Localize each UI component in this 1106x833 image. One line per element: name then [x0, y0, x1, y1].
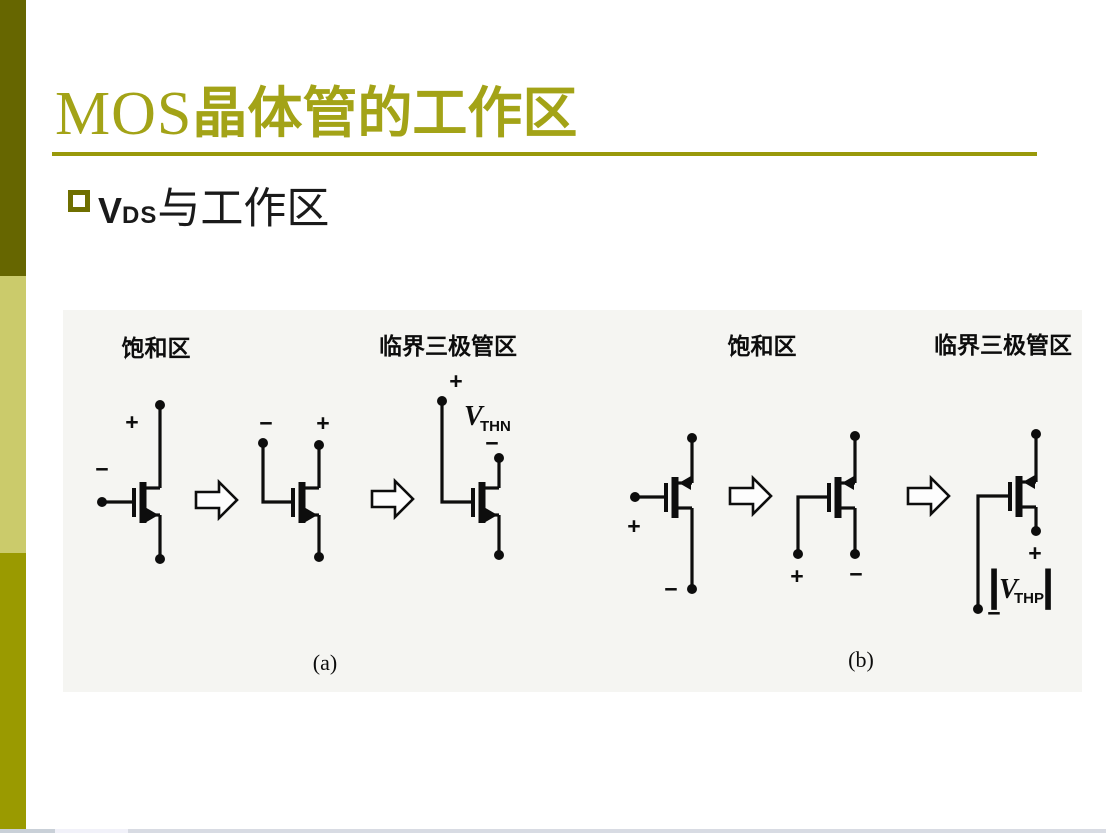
terminal-dot: [687, 584, 697, 594]
bullet-item: VDS与工作区: [98, 174, 329, 236]
terminal-dot: [630, 492, 640, 502]
bullet-square-icon: [68, 190, 90, 212]
drain-sign: −: [849, 561, 862, 587]
accent-bar-light-segment: [0, 276, 26, 553]
terminal-dot: [1031, 429, 1041, 439]
terminal-dot: [494, 550, 504, 560]
terminal-dot: [850, 431, 860, 441]
transition-arrow-icon: [194, 478, 239, 522]
top-sign: +: [449, 368, 462, 394]
caption-a: (a): [313, 650, 337, 675]
terminal-dot: [155, 554, 165, 564]
gate-sign: −: [95, 456, 108, 482]
terminal-dot: [793, 549, 803, 559]
bullet-label: 与工作区: [157, 186, 330, 233]
drain-sign: −: [664, 576, 677, 602]
label-critical-triode-a: 临界三极管区: [379, 333, 517, 359]
terminal-dot: [687, 433, 697, 443]
gate-sign: −: [259, 410, 272, 436]
circuit-figure: 饱和区 临界三极管区 − +: [63, 310, 1082, 692]
bullet-symbol-subscript: DS: [122, 202, 158, 229]
gate-sign: −: [987, 600, 1000, 626]
drain-sign: +: [125, 409, 138, 435]
vthp-subscript: THP: [1014, 590, 1044, 607]
terminal-dot: [850, 549, 860, 559]
title-underline: [52, 152, 1037, 156]
accent-bar-dark-segment: [0, 0, 26, 276]
window-bottom-edge-segment: [0, 829, 55, 833]
terminal-dot: [437, 396, 447, 406]
terminal-dot: [258, 438, 268, 448]
caption-b: (b): [848, 647, 874, 672]
pmos-circuit-mid: + −: [790, 431, 863, 589]
nmos-circuit-saturation: − +: [95, 400, 165, 564]
vthp-abs-bar-left: |: [988, 561, 1000, 611]
vthn-subscript: THN: [480, 418, 511, 435]
terminal-dot: [155, 400, 165, 410]
label-saturation-b: 饱和区: [728, 333, 797, 359]
terminal-dot: [973, 604, 983, 614]
terminal-dot: [314, 440, 324, 450]
terminal-dot: [97, 497, 107, 507]
label-saturation-a: 饱和区: [122, 335, 191, 361]
nmos-circuit-mid: − +: [258, 410, 330, 562]
vthp-symbol: V: [999, 574, 1020, 605]
transition-arrow-icon: [370, 477, 415, 521]
vthn-minus-sign: −: [485, 430, 498, 456]
accent-bar-olive-segment: [0, 553, 26, 829]
window-bottom-edge-segment: [55, 829, 128, 833]
vthn-symbol: V: [464, 401, 485, 432]
pmos-circuit-critical-triode: − + | V THP |: [973, 429, 1054, 626]
drain-sign: +: [1028, 540, 1041, 566]
drain-sign: +: [316, 410, 329, 436]
bullet-symbol-v: V: [98, 190, 123, 231]
vthp-abs-bar-right: |: [1042, 561, 1054, 611]
page-title-cjk: 晶体管的工作区: [192, 82, 578, 144]
gate-sign: +: [627, 513, 640, 539]
terminal-dot: [314, 552, 324, 562]
label-critical-triode-b: 临界三极管区: [934, 332, 1072, 358]
nmos-circuit-critical-triode: + V THN −: [437, 368, 511, 560]
page-title: MOS晶体管的工作区: [55, 68, 577, 150]
circuit-figure-svg: 饱和区 临界三极管区 − +: [95, 332, 1072, 675]
gate-sign: +: [790, 563, 803, 589]
page-title-latin: MOS: [55, 80, 193, 148]
terminal-dot: [1031, 526, 1041, 536]
transition-arrow-icon: [906, 474, 951, 518]
terminal-dot: [494, 453, 504, 463]
window-bottom-edge: [0, 829, 1106, 833]
pmos-circuit-saturation: + −: [627, 433, 697, 602]
transition-arrow-icon: [728, 474, 773, 518]
